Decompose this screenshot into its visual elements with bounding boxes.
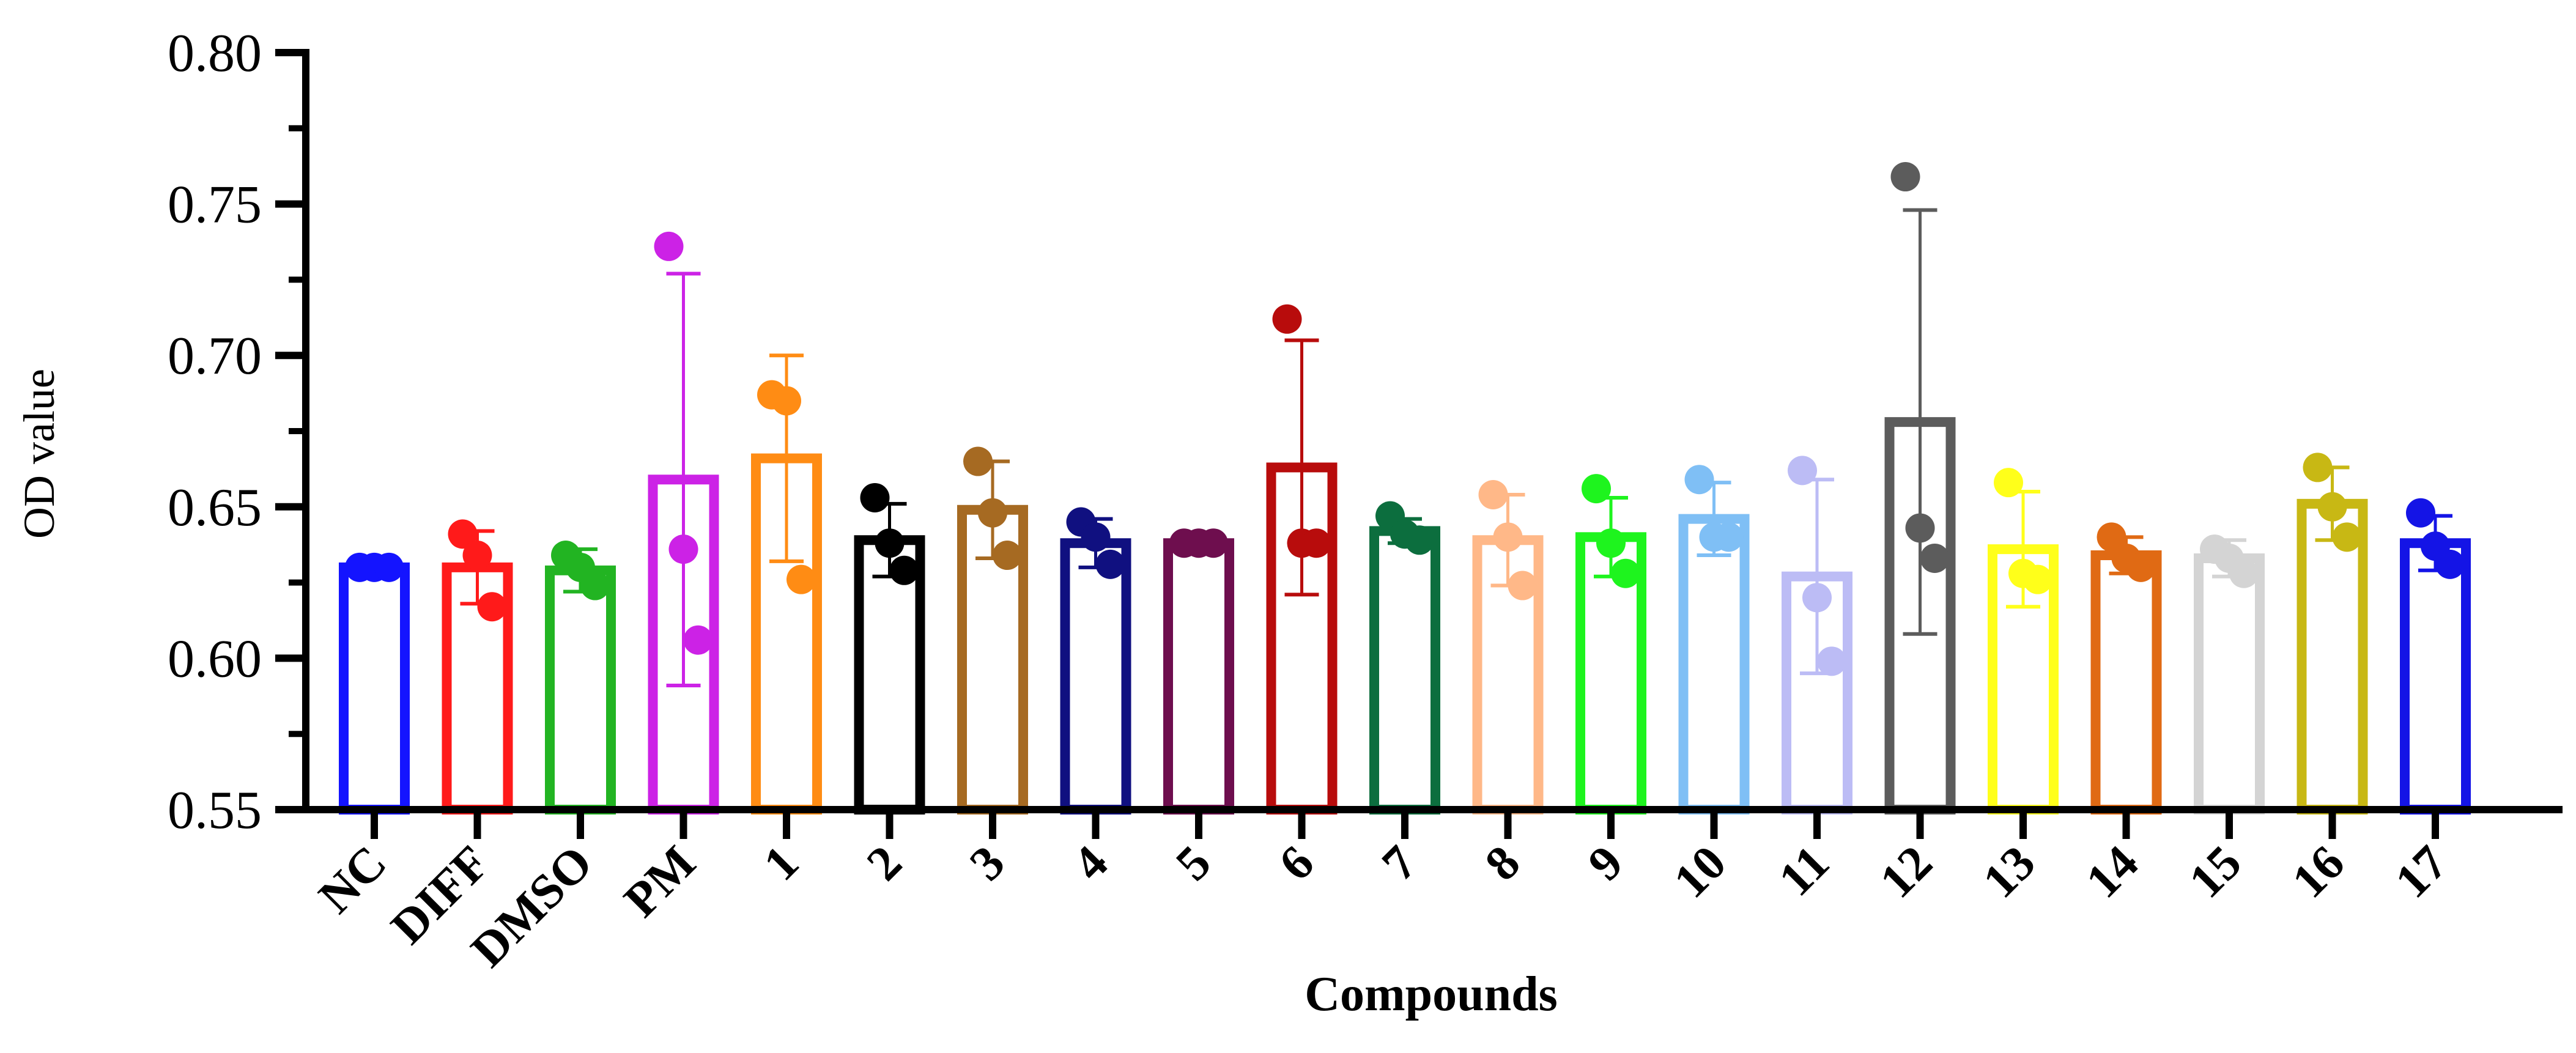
x-axis-title: Compounds [1305,967,1558,1021]
bar-7 [1369,526,1440,815]
data-point-6 [1272,304,1302,334]
data-point-diff [477,592,507,622]
data-point-16 [2332,522,2362,552]
bar-15 [2194,553,2265,815]
data-point-2 [889,555,919,585]
x-tick-label: 9 [1578,836,1634,892]
data-point-8 [1478,479,1508,509]
data-point-3 [993,541,1022,571]
y-tick-label: 0.75 [168,176,262,235]
x-tick-label: 13 [1973,836,2046,909]
x-tick-label: NC [309,836,397,924]
data-point-12 [1890,162,1920,192]
data-point-9 [1582,474,1611,504]
points-layer [345,162,2465,676]
data-point-2 [860,482,890,512]
data-point-dmso [580,571,610,600]
data-point-1 [772,386,801,416]
bar-dmso [545,565,616,815]
x-tick-label: 16 [2282,836,2355,909]
data-point-17 [2406,498,2435,528]
data-point-9 [1596,528,1626,558]
y-axis-title: OD value [15,369,64,539]
y-tick-label: 0.65 [168,478,262,538]
error-bars-layer [357,208,2452,687]
data-point-5 [1199,528,1228,558]
y-tick-label: 0.80 [168,24,262,83]
data-point-13 [1994,468,2023,498]
data-point-nc [374,552,404,582]
data-point-16 [2303,453,2333,482]
bar-2 [854,535,925,815]
data-point-2 [875,528,905,558]
bar-17 [2400,538,2471,815]
x-tick-label: 17 [2385,836,2458,909]
bar-5 [1163,538,1234,815]
data-point-11 [1817,646,1846,676]
bar-nc [339,562,410,815]
x-tick-label: 3 [960,836,1015,892]
data-point-12 [1905,513,1935,543]
y-tick-label: 0.70 [168,327,262,386]
x-tick-label: 1 [753,836,809,892]
data-point-11 [1802,583,1832,613]
data-point-12 [1920,543,1950,573]
x-tick-label: 6 [1269,836,1325,892]
x-tick-label: 15 [2179,836,2252,909]
data-point-3 [963,446,993,476]
data-point-10 [1714,522,1744,552]
data-point-3 [978,498,1007,528]
data-point-pm [683,625,713,655]
x-tick-label: PM [614,836,706,928]
bar-4 [1060,538,1131,815]
data-point-13 [2023,564,2052,594]
data-point-11 [1788,456,1817,486]
data-point-diff [462,541,492,571]
y-tick-label: 0.60 [168,629,262,689]
bar-10 [1678,514,1750,815]
data-point-8 [1493,522,1523,552]
data-point-1 [786,564,816,594]
bars-layer [339,417,2471,815]
y-tick-label: 0.55 [168,781,262,840]
data-point-15 [2229,558,2259,588]
x-tick-label: 8 [1475,836,1531,892]
data-point-8 [1508,571,1538,600]
x-tick-label: 11 [1769,836,1840,907]
data-point-4 [1081,522,1111,552]
x-tick-label: 2 [857,836,912,892]
data-point-14 [2126,552,2156,582]
data-point-10 [1684,465,1714,495]
data-point-14 [2097,522,2126,552]
x-tick-label: 10 [1664,836,1736,909]
x-tick-label: 5 [1166,836,1221,892]
data-point-pm [668,534,698,564]
data-point-4 [1095,549,1125,579]
x-tick-label: 7 [1372,836,1427,892]
data-point-pm [654,231,684,261]
data-point-16 [2317,492,2347,522]
x-tick-label: 4 [1063,836,1119,892]
x-tick-label: 14 [2076,836,2149,909]
data-point-diff [448,519,478,549]
data-point-17 [2435,549,2465,579]
data-point-6 [1301,528,1331,558]
data-point-9 [1611,558,1640,588]
bar-14 [2090,550,2162,815]
x-tick-label: 12 [1870,836,1942,909]
data-point-7 [1405,525,1434,555]
